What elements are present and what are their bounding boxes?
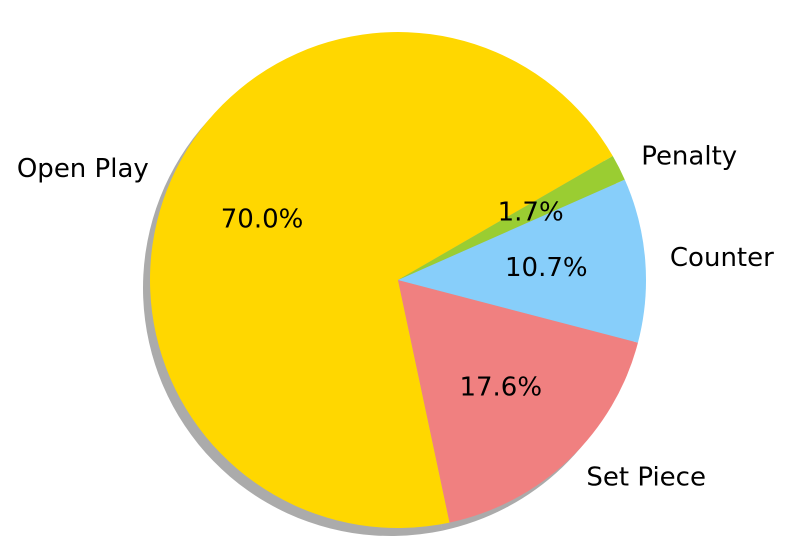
slice-percent-open-play: 70.0% (221, 204, 304, 234)
slice-label-set-piece: Set Piece (586, 462, 706, 492)
pie-slice-set-piece (398, 280, 638, 523)
slice-label-penalty: Penalty (641, 141, 737, 171)
pie-slice-open-play (149, 31, 613, 529)
slice-percent-counter: 10.7% (505, 253, 588, 283)
slice-percent-penalty: 1.7% (498, 198, 564, 228)
pie-slice-penalty (398, 156, 625, 280)
pie-labels: Open Play 70.0% Set Piece 17.6% Counter 10.7%… (17, 141, 774, 492)
pie-slice-counter (398, 179, 646, 343)
slice-percent-set-piece: 17.6% (459, 373, 542, 403)
pie-slices (149, 31, 646, 529)
slice-label-counter: Counter (670, 243, 774, 273)
slice-label-open-play: Open Play (17, 154, 149, 184)
